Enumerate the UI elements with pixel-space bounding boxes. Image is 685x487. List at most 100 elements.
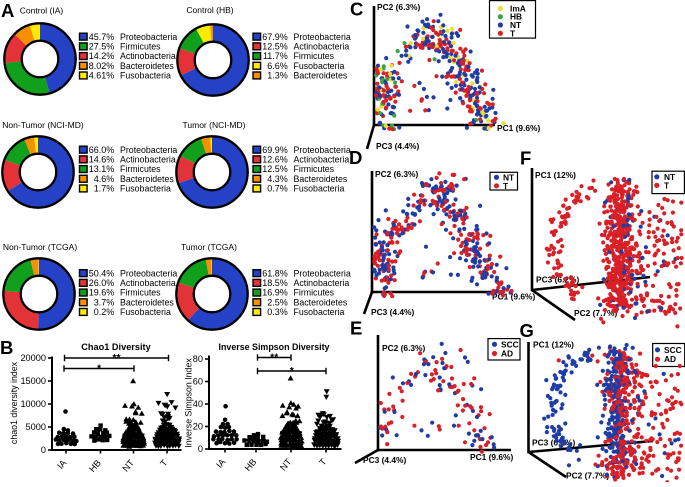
svg-text:20: 20 [193,422,203,432]
svg-text:Tumor (NCI-MD): Tumor (NCI-MD) [183,120,246,130]
svg-text:0.2%: 0.2% [94,307,115,317]
svg-text:Firmicutes: Firmicutes [120,288,161,298]
svg-text:Fusobacteria: Fusobacteria [120,307,171,317]
svg-text:67.9%: 67.9% [262,32,288,42]
svg-text:Proteobacteria: Proteobacteria [120,32,177,42]
svg-text:Control (HB): Control (HB) [186,5,233,15]
svg-text:Actinobacteria: Actinobacteria [294,278,350,288]
svg-text:Tumor (TCGA): Tumor (TCGA) [181,242,237,252]
svg-text:C: C [350,0,363,20]
svg-text:60: 60 [193,377,203,387]
svg-text:PC1 (9.6%): PC1 (9.6%) [470,452,513,462]
svg-text:D: D [349,147,362,168]
svg-text:Actinobacteria: Actinobacteria [120,51,176,61]
svg-text:HB: HB [510,12,522,22]
svg-text:Fusobacteria: Fusobacteria [120,71,171,81]
svg-text:*: * [97,362,102,374]
svg-text:Inverse Simpson Index: Inverse Simpson Index [184,358,194,448]
svg-text:B: B [0,337,13,358]
svg-text:19.6%: 19.6% [89,288,115,298]
svg-text:T: T [158,458,170,469]
svg-text:4.6%: 4.6% [94,174,115,184]
svg-text:A: A [1,0,14,21]
svg-text:8.02%: 8.02% [89,61,115,71]
svg-text:PC2 (7.7%): PC2 (7.7%) [566,471,609,481]
svg-text:PC2 (6.3%): PC2 (6.3%) [377,2,420,12]
svg-text:AD: AD [501,349,513,359]
svg-text:Actinobacteria: Actinobacteria [294,155,350,165]
svg-text:PC1 (12%): PC1 (12%) [533,340,574,350]
svg-text:PC1 (9.6%): PC1 (9.6%) [497,123,540,133]
svg-text:11.7%: 11.7% [263,51,288,61]
svg-text:80: 80 [193,354,203,364]
svg-text:40: 40 [193,399,203,409]
svg-text:Bacteroidetes: Bacteroidetes [120,174,174,184]
svg-text:AD: AD [664,354,676,364]
svg-text:Proteobacteria: Proteobacteria [120,268,177,278]
svg-text:T: T [503,181,509,191]
svg-text:Proteobacteria: Proteobacteria [120,145,177,155]
svg-text:66.0%: 66.0% [89,145,115,155]
svg-text:PC3 (6.2%): PC3 (6.2%) [536,275,579,285]
svg-text:NT: NT [510,20,522,30]
svg-text:45.7%: 45.7% [89,32,115,42]
svg-text:12.5%: 12.5% [262,42,288,52]
svg-text:Chao1 Diversity: Chao1 Diversity [81,342,151,352]
svg-text:6.6%: 6.6% [267,61,288,71]
svg-text:Bacteroidetes: Bacteroidetes [120,61,174,71]
svg-text:4.3%: 4.3% [267,174,288,184]
svg-text:NT: NT [503,172,515,182]
svg-text:13.1%: 13.1% [89,164,115,174]
svg-text:3.7%: 3.7% [94,297,115,307]
svg-text:G: G [520,320,534,341]
svg-text:Fusobacteria: Fusobacteria [294,61,345,71]
svg-text:PC2 (7.7%): PC2 (7.7%) [574,308,617,318]
svg-text:PC1 (12%): PC1 (12%) [535,170,576,180]
svg-text:16.9%: 16.9% [262,288,288,298]
svg-text:14.2%: 14.2% [89,51,115,61]
svg-text:12.5%: 12.5% [262,164,288,174]
svg-text:12.6%: 12.6% [262,155,288,165]
svg-text:SCC: SCC [501,339,519,349]
svg-text:Fusobacteria: Fusobacteria [294,184,345,194]
svg-text:E: E [350,318,362,339]
svg-text:5000: 5000 [26,422,46,432]
svg-text:0: 0 [198,444,203,454]
svg-text:2.5%: 2.5% [267,297,288,307]
svg-text:0.7%: 0.7% [267,184,288,194]
svg-text:**: ** [270,351,279,363]
svg-text:Bacteroidetes: Bacteroidetes [294,71,348,81]
svg-text:50.4%: 50.4% [89,268,115,278]
svg-text:PC3 (4.4%): PC3 (4.4%) [371,307,414,317]
svg-text:Bacteroidetes: Bacteroidetes [120,297,174,307]
svg-text:Proteobacteria: Proteobacteria [294,268,351,278]
svg-text:Actinobacteria: Actinobacteria [120,278,176,288]
svg-text:Fusobacteria: Fusobacteria [294,307,345,317]
svg-text:Firmicutes: Firmicutes [294,51,335,61]
svg-text:Non-Tumor (TCGA): Non-Tumor (TCGA) [3,242,77,252]
svg-text:PC2 (6.3%): PC2 (6.3%) [375,169,418,179]
svg-text:Firmicutes: Firmicutes [120,42,161,52]
svg-text:27.5%: 27.5% [89,42,115,52]
svg-text:Proteobacteria: Proteobacteria [294,145,351,155]
svg-text:Fusobacteria: Fusobacteria [120,184,171,194]
svg-text:Bacteroidetes: Bacteroidetes [294,174,348,184]
svg-text:PC2 (6.3%): PC2 (6.3%) [382,343,425,353]
svg-text:chao1 diversity index: chao1 diversity index [9,361,19,444]
svg-text:26.0%: 26.0% [89,278,115,288]
svg-text:61.8%: 61.8% [262,268,288,278]
svg-text:Firmicutes: Firmicutes [294,288,335,298]
svg-text:Proteobacteria: Proteobacteria [294,32,351,42]
svg-text:Firmicutes: Firmicutes [294,164,335,174]
svg-text:Actinobacteria: Actinobacteria [294,42,350,52]
svg-text:Inverse Simpson Diversity: Inverse Simpson Diversity [219,342,330,352]
svg-text:**: ** [112,352,121,364]
svg-text:18.5%: 18.5% [262,278,288,288]
svg-text:PC3 (6.2%): PC3 (6.2%) [532,438,575,448]
svg-text:F: F [520,148,531,169]
svg-text:Non-Tumor (NCI-MD): Non-Tumor (NCI-MD) [2,120,84,130]
svg-text:Control (IA): Control (IA) [20,6,64,16]
svg-text:T: T [510,28,516,38]
svg-text:14.6%: 14.6% [89,155,115,165]
svg-text:T: T [664,180,670,190]
